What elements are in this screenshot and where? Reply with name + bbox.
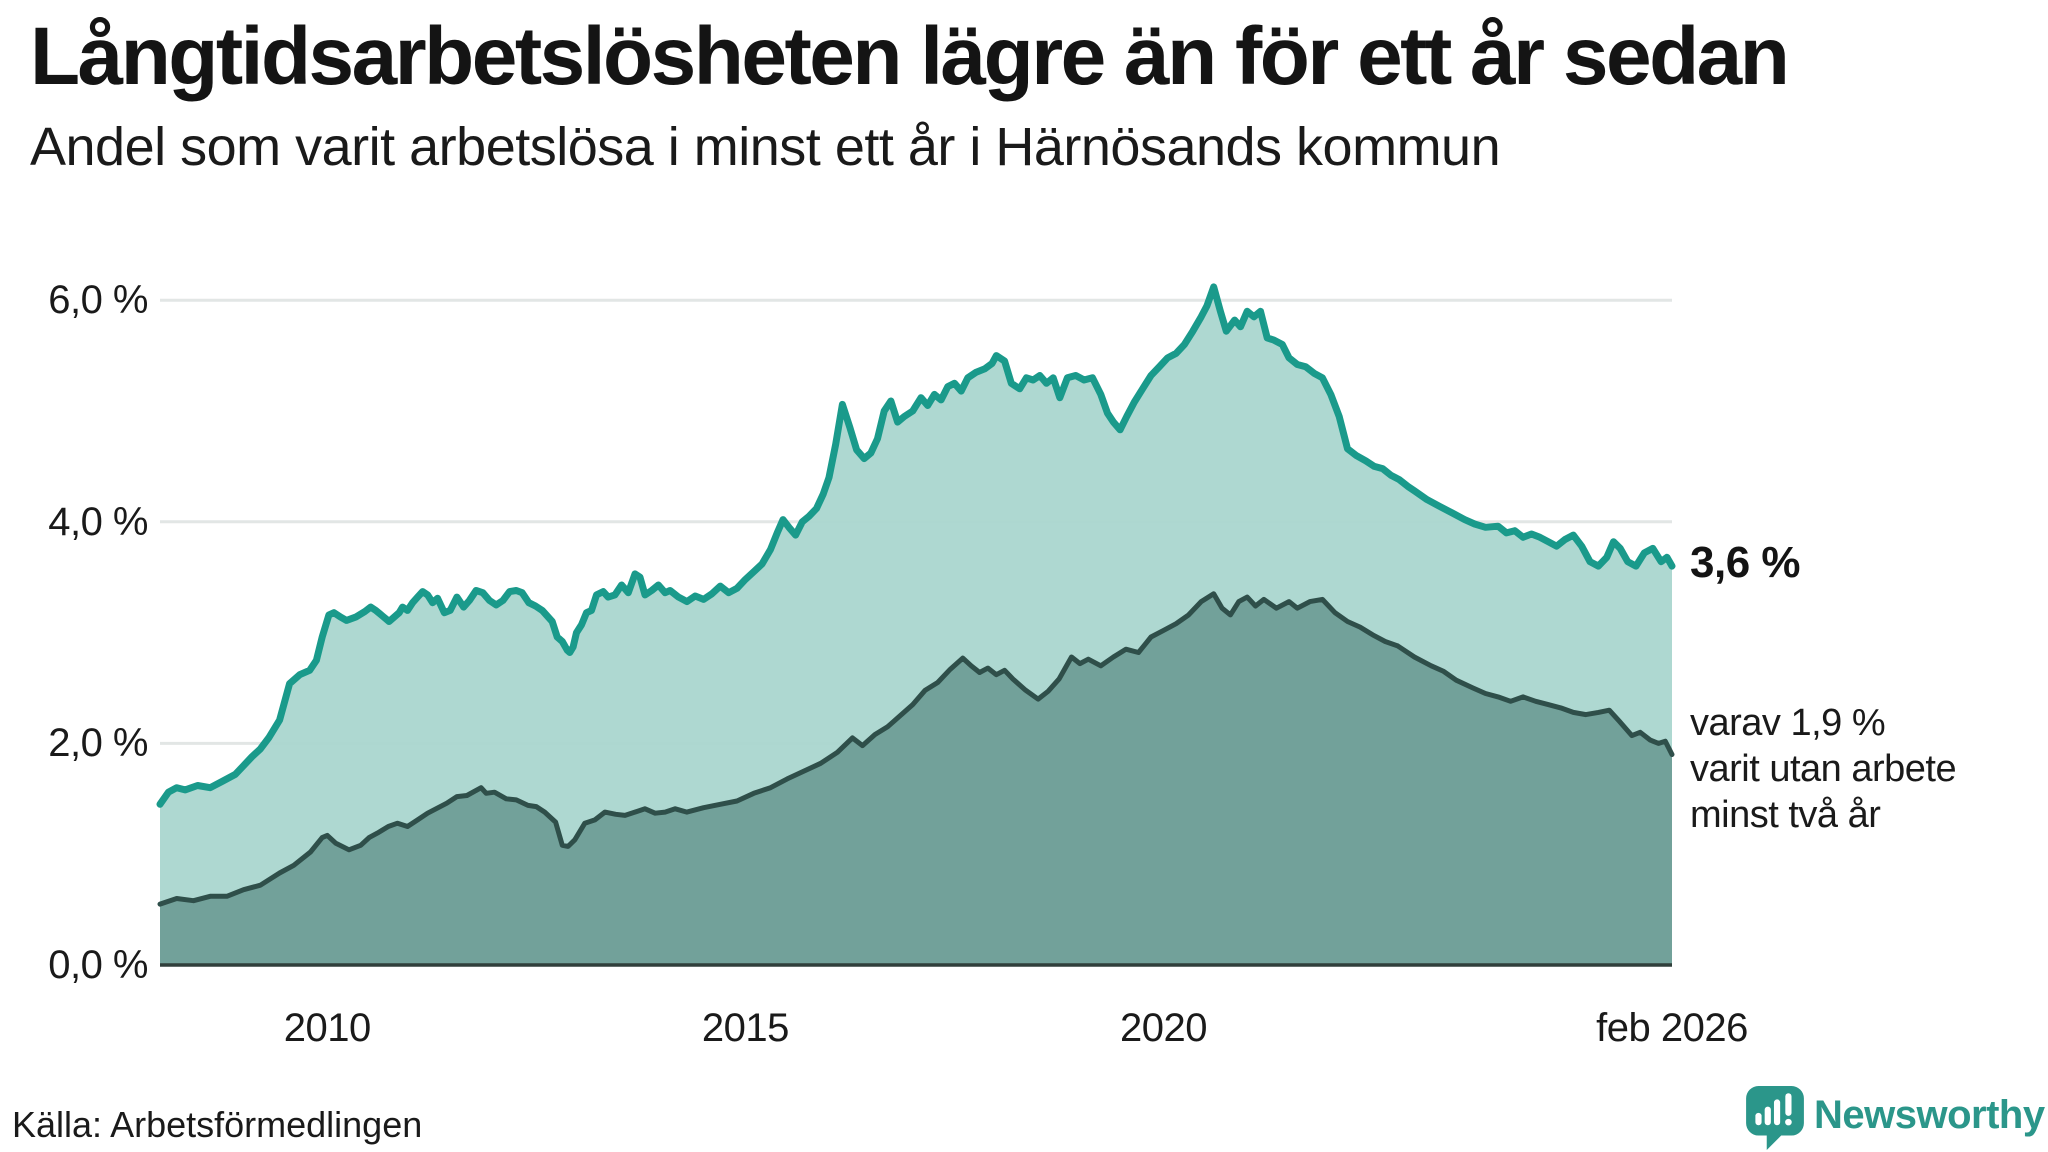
newsworthy-logo-text: Newsworthy xyxy=(1814,1093,2045,1137)
y-axis-label: 4,0 % xyxy=(48,499,148,544)
side-note-line: varav 1,9 % xyxy=(1690,702,1886,744)
chart-subtitle: Andel som varit arbetslösa i minst ett å… xyxy=(30,117,1501,177)
y-axis-label: 6,0 % xyxy=(48,278,148,323)
series-line xyxy=(157,591,1675,907)
end-value-label: 3,6 % xyxy=(1690,538,1801,587)
series-area-1 xyxy=(160,593,1672,965)
side-note: varav 1,9 % varit utan arbete minst två … xyxy=(1690,700,1957,838)
side-note-line: varit utan arbete xyxy=(1690,748,1957,790)
x-axis-label: 2020 xyxy=(1120,1006,1208,1050)
y-axis-label: 0,0 % xyxy=(48,943,148,987)
x-axis-label: 2010 xyxy=(283,1006,371,1050)
y-axis-label: 2,0 % xyxy=(48,721,148,766)
side-note-line: minst två år xyxy=(1690,794,1881,836)
bar-large xyxy=(1773,1099,1781,1126)
page-title: Långtidsarbetslösheten lägre än för ett … xyxy=(30,11,1790,102)
x-axis-label: 2015 xyxy=(701,1006,789,1050)
x-axis-label: feb 2026 xyxy=(1596,1006,1748,1050)
exclamation-stem xyxy=(1785,1093,1792,1116)
bar-medium xyxy=(1764,1106,1771,1126)
newsworthy-logo-icon xyxy=(1746,1086,1804,1150)
series-line xyxy=(156,283,1676,808)
source-credit: Källa: Arbetsförmedlingen xyxy=(12,1104,423,1145)
exclamation-dot xyxy=(1785,1118,1792,1126)
bar-small xyxy=(1755,1112,1762,1126)
